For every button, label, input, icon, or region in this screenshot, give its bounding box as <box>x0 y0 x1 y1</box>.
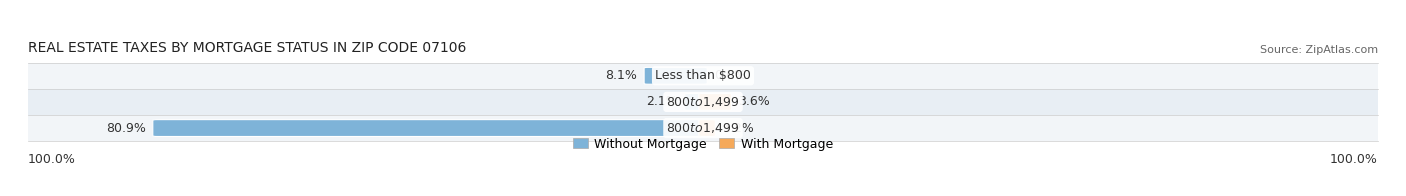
Text: 3.6%: 3.6% <box>738 95 770 108</box>
Text: 100.0%: 100.0% <box>28 153 76 166</box>
Text: Source: ZipAtlas.com: Source: ZipAtlas.com <box>1260 45 1378 55</box>
Legend: Without Mortgage, With Mortgage: Without Mortgage, With Mortgage <box>574 138 832 151</box>
Text: 0.0%: 0.0% <box>714 69 747 82</box>
Text: 1.2%: 1.2% <box>723 122 754 134</box>
Text: 8.1%: 8.1% <box>605 69 637 82</box>
Bar <box>28 89 1378 115</box>
FancyBboxPatch shape <box>685 93 707 110</box>
Text: $800 to $1,499: $800 to $1,499 <box>666 121 740 135</box>
Text: $800 to $1,499: $800 to $1,499 <box>666 95 740 109</box>
Bar <box>28 115 1378 141</box>
Bar <box>28 63 1378 89</box>
Text: 2.1%: 2.1% <box>645 95 678 108</box>
FancyBboxPatch shape <box>699 120 716 136</box>
FancyBboxPatch shape <box>644 67 707 84</box>
Text: 80.9%: 80.9% <box>105 122 146 134</box>
Text: REAL ESTATE TAXES BY MORTGAGE STATUS IN ZIP CODE 07106: REAL ESTATE TAXES BY MORTGAGE STATUS IN … <box>28 41 467 55</box>
Text: 100.0%: 100.0% <box>1330 153 1378 166</box>
FancyBboxPatch shape <box>153 120 707 136</box>
FancyBboxPatch shape <box>699 93 731 110</box>
Text: Less than $800: Less than $800 <box>655 69 751 82</box>
